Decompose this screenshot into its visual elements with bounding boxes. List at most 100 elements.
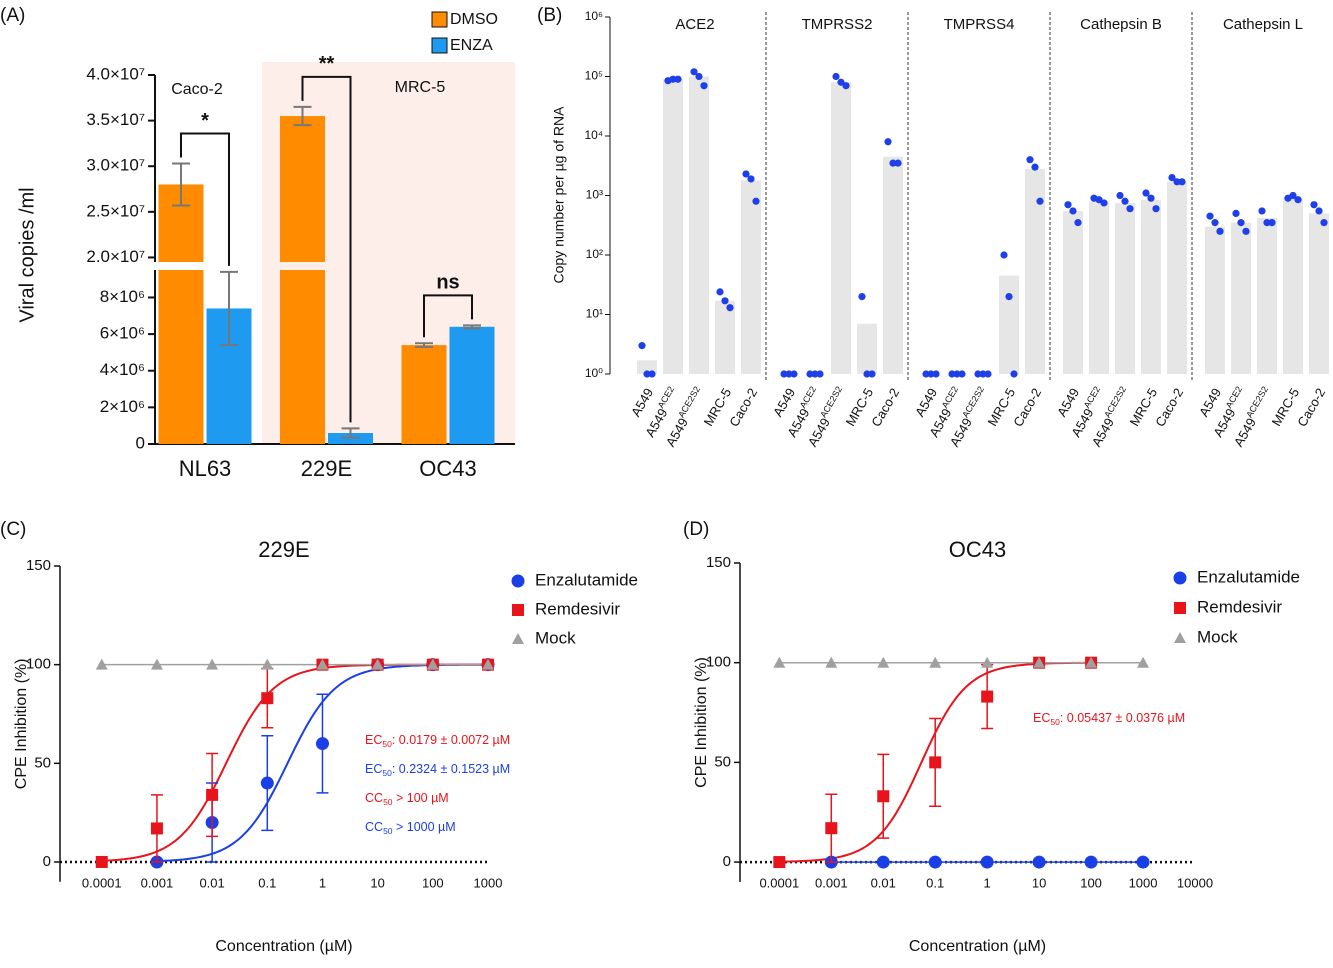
data-point	[700, 82, 708, 90]
data-point	[1152, 205, 1160, 213]
data-point	[811, 370, 819, 378]
x-axis-label: Concentration (µM)	[909, 938, 1046, 955]
y-axis-label: Copy number per µg of RNA	[551, 106, 567, 284]
data-point	[512, 604, 524, 616]
data-point	[876, 855, 890, 869]
y-tick-label: 3.0×10⁷	[86, 156, 145, 175]
x-tick-label: 0.1	[258, 875, 276, 890]
data-point	[1174, 602, 1186, 614]
bar	[715, 300, 735, 374]
bar	[1257, 217, 1277, 374]
data-point	[206, 658, 219, 670]
data-point	[1010, 370, 1018, 378]
data-point	[981, 690, 994, 703]
x-tick-label-base: A549	[805, 416, 833, 450]
data-point	[1173, 571, 1187, 585]
data-point	[837, 78, 845, 86]
annotation-part: 50	[1050, 717, 1060, 727]
bar-upper	[280, 116, 325, 262]
x-axis-label: Concentration (µM)	[215, 938, 352, 955]
error-bar	[463, 324, 481, 330]
data-point	[1178, 178, 1186, 186]
data-point	[979, 370, 987, 378]
data-point	[726, 304, 734, 312]
y-tick-label: 10²	[586, 247, 603, 261]
x-tick-label: 1	[319, 875, 326, 890]
data-point	[371, 658, 384, 670]
legend-label: ENZA	[450, 37, 493, 54]
data-point	[1033, 656, 1046, 668]
data-point	[1036, 197, 1044, 205]
data-point	[260, 776, 274, 790]
x-tick-label: 10000	[1177, 875, 1213, 890]
x-tick-label: 229E	[301, 456, 352, 481]
y-tick-label: 2.5×10⁷	[86, 201, 145, 220]
y-tick-label: 2×10⁶	[100, 397, 145, 416]
data-point	[315, 737, 329, 751]
significance-bracket	[423, 294, 473, 338]
bar	[158, 270, 204, 444]
bar	[999, 275, 1019, 374]
group-title: ACE2	[675, 16, 714, 33]
y-tick-label: 50	[34, 754, 51, 771]
data-point	[953, 370, 961, 378]
annotation: MRC-5	[395, 79, 446, 96]
data-point	[1268, 219, 1276, 227]
x-tick-label-base: A549	[1089, 416, 1117, 450]
bar	[1231, 222, 1251, 374]
data-point	[980, 855, 994, 869]
data-point	[927, 370, 935, 378]
x-tick-label: 0.01	[871, 875, 896, 890]
data-point	[690, 68, 698, 76]
bar	[831, 82, 851, 374]
data-point	[958, 370, 966, 378]
y-tick-label: 0	[136, 433, 145, 452]
data-point	[1116, 191, 1124, 200]
annotation-part: CC	[365, 791, 383, 805]
x-tick-label-superscript: ACE2S2	[1245, 385, 1271, 420]
significance-bracket	[301, 75, 352, 423]
annotation-part: : 0.0179 ± 0.0072 µM	[392, 733, 510, 747]
annotation: EC50: 0.0179 ± 0.0072 µM	[365, 733, 510, 749]
y-tick-label: 150	[706, 554, 731, 571]
data-point	[752, 197, 760, 205]
annotation-part: EC	[365, 762, 382, 776]
y-tick-label: 3.5×10⁷	[86, 110, 145, 129]
data-point	[1216, 227, 1224, 235]
data-point	[785, 370, 793, 378]
data-point	[832, 72, 840, 81]
data-point	[974, 370, 982, 378]
data-point	[643, 370, 651, 378]
data-point	[806, 370, 814, 378]
bar	[1025, 168, 1045, 374]
group-title: Cathepsin L	[1223, 16, 1303, 33]
x-tick-label-superscript: ACE2S2	[819, 385, 845, 420]
y-tick-label: 50	[714, 753, 731, 770]
data-point	[922, 370, 930, 378]
x-tick-label-base: A549	[1231, 416, 1259, 450]
x-tick-label-superscript: ACE2S2	[677, 385, 703, 420]
data-point	[929, 656, 942, 668]
data-point	[1168, 173, 1176, 182]
legend-label: Mock	[535, 628, 576, 647]
error-bar	[341, 427, 360, 439]
legend-label: DMSO	[450, 11, 498, 28]
annotation-part: : 0.2324 ± 0.1523 µM	[392, 762, 510, 776]
data-point	[825, 822, 838, 835]
y-tick-label: 10⁴	[584, 128, 603, 142]
data-point	[695, 72, 703, 81]
panel-label: (A)	[0, 5, 25, 26]
x-tick-label: 10	[1032, 875, 1046, 890]
data-point	[884, 138, 892, 146]
data-point	[1320, 219, 1328, 227]
data-point	[150, 822, 163, 835]
y-tick-label: 10³	[586, 188, 603, 202]
x-tick-label-superscript: ACE2	[940, 385, 960, 410]
x-tick-label: 0.001	[815, 875, 848, 890]
significance-bracket	[180, 132, 230, 266]
data-point	[482, 658, 494, 670]
annotation-part: EC	[1033, 711, 1050, 725]
data-point	[842, 82, 850, 90]
y-axis-label: Viral copies /ml	[16, 187, 38, 322]
data-point	[1232, 209, 1240, 218]
